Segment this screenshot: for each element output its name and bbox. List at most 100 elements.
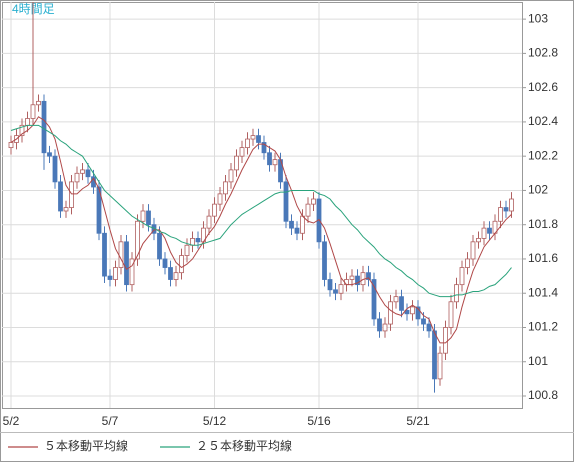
- candle-body: [498, 207, 503, 222]
- candle-body: [338, 284, 344, 294]
- candle-body: [69, 181, 74, 208]
- candle-body: [459, 267, 465, 286]
- candle-body: [190, 238, 195, 246]
- candle-body: [305, 203, 311, 217]
- candle-body: [58, 181, 63, 212]
- candle-body: [289, 220, 294, 229]
- candle-body: [415, 306, 421, 320]
- candle-body: [113, 267, 118, 280]
- candle-body: [30, 104, 36, 119]
- candle-body: [470, 241, 476, 260]
- y-tick-label: 102.2: [528, 148, 558, 162]
- candle-body: [52, 155, 58, 183]
- candle-body: [404, 309, 410, 315]
- candle-body: [393, 296, 399, 303]
- candle-body: [80, 169, 85, 174]
- candle-body: [41, 100, 47, 154]
- candle-body: [421, 318, 426, 325]
- candle-body: [454, 284, 459, 303]
- candle-body: [377, 318, 382, 332]
- candle-body: [283, 181, 289, 222]
- candle-body: [63, 207, 69, 212]
- y-tick-label: 102.4: [528, 114, 558, 128]
- candle-body: [272, 159, 278, 166]
- candle-body: [25, 118, 30, 126]
- candle-body: [168, 267, 173, 280]
- candle-body: [355, 275, 360, 286]
- candle-body: [217, 193, 223, 205]
- candle-body: [267, 152, 272, 166]
- candle-body: [173, 272, 179, 280]
- candle-body: [448, 301, 454, 328]
- candle-body: [228, 169, 234, 183]
- x-tick-label: 5/7: [102, 414, 119, 428]
- x-tick-label: 5/12: [203, 414, 227, 428]
- legend-label: ５本移動平均線: [44, 438, 128, 453]
- candle-body: [184, 244, 190, 256]
- candle-body: [487, 227, 492, 234]
- candle-body: [234, 155, 239, 171]
- candle-body: [245, 138, 250, 149]
- candle-body: [311, 198, 316, 205]
- candle-body: [250, 135, 256, 140]
- y-tick-label: 102: [528, 183, 548, 197]
- y-tick-label: 101.6: [528, 251, 558, 265]
- candle-body: [399, 296, 404, 311]
- candle-body: [509, 198, 514, 212]
- candle-body: [74, 172, 80, 183]
- ma-line: [10, 116, 512, 344]
- candle-body: [481, 227, 487, 239]
- candle-body: [333, 289, 338, 294]
- candle-body: [129, 258, 135, 286]
- candle-body: [371, 279, 377, 320]
- y-tick-label: 100.8: [528, 388, 558, 402]
- y-tick-label: 101.4: [528, 285, 558, 299]
- candle-body: [426, 323, 432, 332]
- candle-body: [437, 352, 443, 380]
- candle-body: [36, 100, 41, 106]
- candle-body: [443, 327, 448, 354]
- legend-label: ２５本移動平均線: [196, 438, 292, 453]
- candle-body: [102, 232, 107, 277]
- candle-body: [239, 147, 245, 157]
- y-tick-label: 103: [528, 11, 548, 25]
- candle-body: [223, 181, 228, 195]
- candle-body: [146, 210, 151, 226]
- x-tick-label: 5/16: [307, 414, 331, 428]
- candle-body: [135, 220, 140, 260]
- candle-body: [256, 135, 261, 143]
- candle-body: [322, 241, 327, 280]
- candle-body: [8, 142, 14, 149]
- candle-body: [124, 241, 129, 286]
- y-tick-label: 101: [528, 354, 548, 368]
- y-tick-label: 102.8: [528, 46, 558, 60]
- candle-body: [140, 210, 146, 222]
- candle-body: [179, 255, 184, 274]
- candle-body: [503, 207, 509, 212]
- candle-body: [300, 215, 305, 234]
- candle-body: [107, 275, 113, 280]
- candle-body: [261, 142, 267, 154]
- y-tick-label: 102.6: [528, 80, 558, 94]
- candle-body: [294, 227, 300, 234]
- candle-body: [212, 203, 217, 217]
- candle-body: [157, 232, 162, 260]
- candle-body: [162, 258, 168, 268]
- candle-body: [19, 124, 25, 137]
- candle-body: [465, 258, 470, 268]
- candle-body: [327, 279, 333, 291]
- x-tick-label: 5/21: [406, 414, 430, 428]
- candle-body: [432, 330, 437, 380]
- x-tick-label: 5/2: [3, 414, 20, 428]
- candle-body: [388, 301, 393, 325]
- candle-body: [382, 323, 388, 332]
- candle-body: [195, 238, 201, 243]
- y-tick-label: 101.2: [528, 320, 558, 334]
- candle-body: [410, 306, 415, 315]
- ma-line: [10, 124, 512, 298]
- candle-body: [96, 186, 102, 234]
- candle-body: [47, 152, 52, 157]
- y-tick-label: 101.8: [528, 217, 558, 231]
